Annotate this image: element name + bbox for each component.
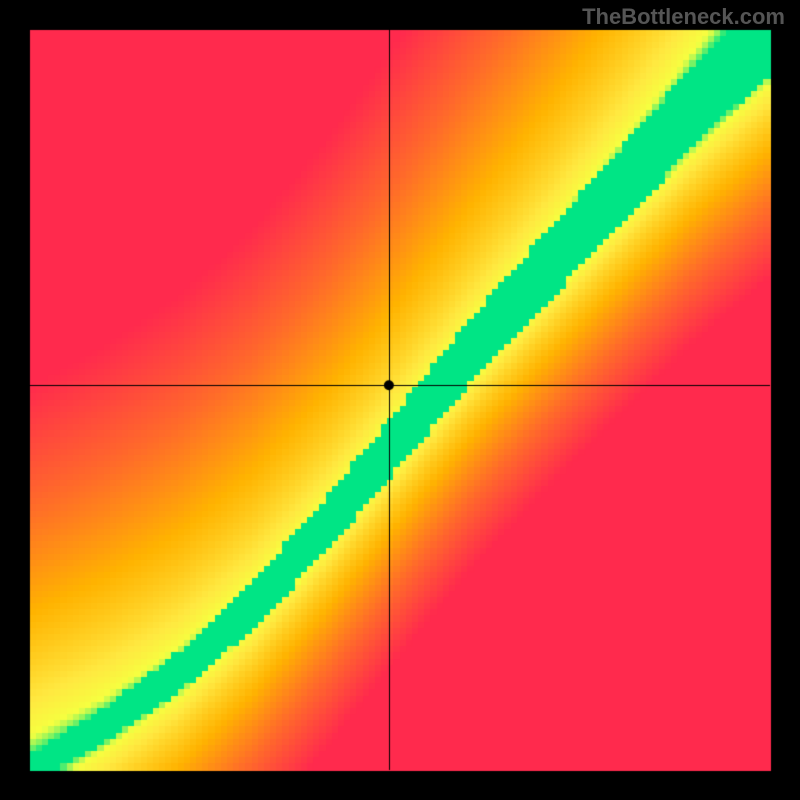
watermark-text: TheBottleneck.com <box>582 4 785 30</box>
heatmap-chart <box>0 0 800 800</box>
stage: TheBottleneck.com <box>0 0 800 800</box>
